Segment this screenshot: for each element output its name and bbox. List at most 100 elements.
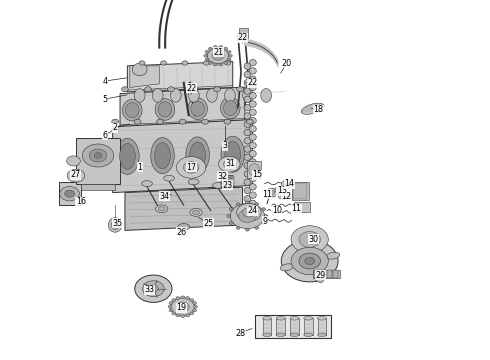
Ellipse shape (120, 143, 135, 169)
Bar (293, 183, 307, 199)
Ellipse shape (244, 171, 251, 177)
Circle shape (213, 46, 217, 49)
Circle shape (72, 172, 80, 179)
Ellipse shape (249, 192, 256, 198)
Polygon shape (76, 138, 120, 184)
Text: 3: 3 (223, 141, 228, 150)
Circle shape (191, 87, 197, 92)
Text: 30: 30 (309, 235, 318, 244)
Bar (327, 270, 332, 278)
Ellipse shape (249, 184, 256, 190)
Circle shape (305, 257, 315, 265)
Circle shape (193, 309, 196, 312)
Ellipse shape (164, 175, 174, 181)
Ellipse shape (249, 163, 260, 176)
Ellipse shape (142, 181, 152, 186)
Ellipse shape (297, 239, 306, 249)
Circle shape (284, 183, 289, 186)
Ellipse shape (186, 137, 209, 173)
Ellipse shape (155, 99, 175, 120)
Ellipse shape (249, 159, 256, 165)
Ellipse shape (116, 138, 139, 174)
Circle shape (193, 302, 196, 305)
Circle shape (229, 208, 233, 211)
Ellipse shape (152, 89, 163, 102)
Ellipse shape (244, 88, 251, 94)
Text: 23: 23 (223, 181, 233, 190)
Circle shape (213, 63, 217, 66)
Ellipse shape (249, 175, 256, 182)
Circle shape (176, 314, 180, 317)
Polygon shape (125, 187, 243, 230)
Text: 1: 1 (137, 163, 142, 172)
Circle shape (203, 61, 209, 65)
Text: 22: 22 (238, 33, 247, 42)
Circle shape (229, 221, 233, 224)
Circle shape (245, 201, 249, 204)
Ellipse shape (304, 316, 313, 320)
Circle shape (194, 305, 197, 308)
Circle shape (266, 188, 278, 197)
Ellipse shape (177, 224, 190, 230)
Circle shape (243, 208, 255, 217)
Ellipse shape (249, 117, 256, 124)
Ellipse shape (276, 316, 285, 320)
Circle shape (207, 48, 229, 64)
Ellipse shape (249, 126, 256, 132)
Circle shape (168, 305, 172, 308)
Circle shape (212, 51, 224, 60)
Text: 26: 26 (176, 228, 186, 237)
Text: 35: 35 (113, 219, 122, 228)
Circle shape (204, 54, 208, 57)
Circle shape (134, 119, 141, 124)
Circle shape (223, 160, 235, 168)
Circle shape (208, 47, 212, 50)
Bar (290, 318, 299, 335)
Circle shape (145, 87, 151, 92)
Text: 20: 20 (282, 59, 292, 68)
Circle shape (237, 87, 244, 92)
Text: 18: 18 (314, 105, 323, 114)
Text: 13: 13 (277, 186, 287, 195)
Circle shape (169, 309, 173, 312)
Circle shape (275, 187, 284, 193)
Ellipse shape (122, 99, 142, 121)
Ellipse shape (244, 195, 251, 202)
Polygon shape (81, 184, 115, 190)
Bar (313, 270, 340, 278)
Ellipse shape (189, 89, 199, 102)
Circle shape (139, 61, 145, 65)
Circle shape (182, 61, 188, 65)
Circle shape (176, 302, 189, 311)
Ellipse shape (304, 333, 313, 337)
Ellipse shape (243, 89, 253, 102)
Circle shape (236, 203, 240, 206)
Ellipse shape (220, 97, 240, 119)
Circle shape (281, 240, 338, 282)
Circle shape (181, 296, 185, 299)
Ellipse shape (132, 63, 147, 76)
Circle shape (188, 165, 195, 170)
Circle shape (281, 180, 292, 188)
Circle shape (245, 228, 249, 231)
Ellipse shape (207, 89, 218, 102)
Polygon shape (59, 182, 81, 205)
Circle shape (208, 62, 212, 64)
Ellipse shape (249, 84, 256, 91)
Ellipse shape (244, 63, 251, 69)
Circle shape (219, 63, 223, 66)
Circle shape (169, 302, 173, 305)
Ellipse shape (244, 204, 251, 210)
Text: 17: 17 (186, 163, 196, 172)
Circle shape (143, 281, 164, 297)
Ellipse shape (261, 89, 271, 102)
Circle shape (299, 231, 320, 247)
Ellipse shape (171, 89, 181, 102)
Text: 27: 27 (71, 170, 81, 179)
Ellipse shape (134, 89, 145, 102)
Text: 5: 5 (103, 95, 108, 104)
Ellipse shape (244, 146, 251, 152)
Polygon shape (120, 87, 245, 127)
Ellipse shape (221, 136, 245, 172)
Circle shape (239, 210, 256, 222)
